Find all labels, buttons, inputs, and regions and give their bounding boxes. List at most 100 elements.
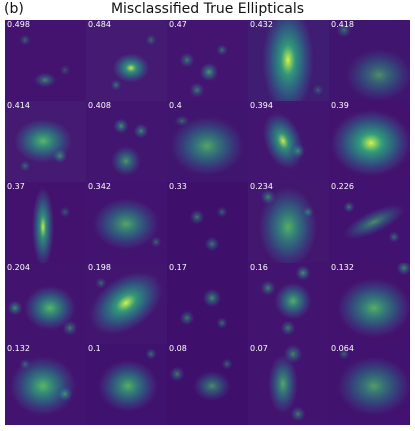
galaxy-image (256, 183, 320, 263)
galaxy-blob (7, 300, 23, 316)
galaxy-blob (145, 34, 157, 46)
galaxy-thumbnail: 0.39 (329, 101, 410, 182)
galaxy-image (329, 107, 410, 179)
score-label: 0.1 (88, 344, 101, 353)
score-label: 0.414 (7, 101, 30, 110)
galaxy-thumbnail: 0.414 (5, 101, 86, 182)
score-label: 0.234 (250, 182, 273, 191)
galaxy-thumbnail: 0.132 (5, 344, 86, 425)
galaxy-blob (388, 231, 400, 243)
galaxy-blob (343, 201, 355, 213)
galaxy-image (189, 206, 228, 252)
galaxy-image (340, 201, 408, 243)
galaxy-thumbnail: 0.08 (167, 344, 248, 425)
galaxy-image (336, 22, 410, 101)
galaxy-thumbnail: 0.226 (329, 182, 410, 263)
galaxy-image (167, 114, 247, 178)
galaxy-blob (174, 115, 190, 127)
galaxy-thumbnail: 0.204 (5, 263, 86, 344)
galaxy-image (7, 354, 79, 418)
galaxy-image (86, 268, 166, 338)
image-grid: 0.498 0.484 0.47 0.432 0.418 0.414 0.408 0.4 0.3… (5, 20, 410, 425)
galaxy-blob (192, 370, 232, 402)
galaxy-blob (52, 148, 68, 164)
galaxy-thumbnail: 0.198 (86, 263, 167, 344)
score-label: 0.47 (169, 20, 187, 29)
score-label: 0.37 (7, 182, 25, 191)
galaxy-blob (204, 236, 220, 252)
galaxy-thumbnail: 0.132 (329, 263, 410, 344)
galaxy-blob (96, 358, 160, 414)
galaxy-blob (295, 265, 311, 281)
score-label: 0.394 (250, 101, 273, 110)
score-label: 0.408 (88, 101, 111, 110)
galaxy-thumbnail: 0.47 (167, 20, 248, 101)
galaxy-blob (396, 263, 410, 276)
galaxy-image (110, 118, 149, 177)
score-label: 0.16 (250, 263, 268, 272)
galaxy-image (260, 20, 324, 101)
galaxy-blob (216, 44, 228, 56)
galaxy-image (110, 34, 157, 91)
galaxy-blob (179, 52, 195, 68)
galaxy-thumbnail: 0.408 (86, 101, 167, 182)
galaxy-blob (283, 344, 303, 364)
score-label: 0.418 (331, 20, 354, 29)
galaxy-image (334, 263, 410, 340)
galaxy-blob (267, 352, 299, 416)
score-label: 0.198 (88, 263, 111, 272)
galaxy-blob (290, 406, 306, 422)
score-label: 0.132 (7, 344, 30, 353)
galaxy-image (334, 348, 410, 418)
galaxy-blob (216, 317, 228, 329)
score-label: 0.33 (169, 182, 187, 191)
galaxy-blob (273, 281, 313, 321)
galaxy-blob (216, 206, 228, 218)
score-label: 0.064 (331, 344, 354, 353)
score-label: 0.4 (169, 101, 182, 110)
galaxy-blob (260, 20, 316, 101)
galaxy-blob (133, 123, 149, 139)
galaxy-thumbnail: 0.234 (248, 182, 329, 263)
galaxy-blob (338, 348, 350, 360)
galaxy-blob (90, 196, 162, 252)
galaxy-thumbnail: 0.07 (248, 344, 329, 425)
galaxy-blob (334, 354, 410, 418)
galaxy-blob (336, 22, 352, 38)
galaxy-blob (111, 52, 151, 84)
galaxy-image (169, 358, 233, 402)
score-label: 0.204 (7, 263, 30, 272)
galaxy-image (260, 265, 313, 336)
galaxy-blob (110, 145, 142, 177)
galaxy-blob (189, 82, 205, 98)
galaxy-blob (57, 386, 73, 402)
galaxy-blob (280, 320, 296, 336)
galaxy-blob (290, 143, 306, 159)
galaxy-blob (202, 288, 222, 308)
galaxy-blob (199, 62, 219, 82)
galaxy-blob (179, 310, 195, 326)
score-label: 0.07 (250, 344, 268, 353)
galaxy-thumbnail: 0.17 (167, 263, 248, 344)
galaxy-blob (167, 114, 247, 178)
score-label: 0.39 (331, 101, 349, 110)
score-label: 0.484 (88, 20, 111, 29)
score-label: 0.132 (331, 263, 354, 272)
galaxy-image (31, 183, 71, 263)
galaxy-blob (260, 280, 276, 296)
galaxy-blob (261, 110, 305, 172)
galaxy-blob (110, 79, 122, 91)
galaxy-thumbnail: 0.484 (86, 20, 167, 101)
galaxy-blob (113, 118, 129, 134)
galaxy-blob (19, 160, 31, 172)
galaxy-thumbnail: 0.064 (329, 344, 410, 425)
figure-title: Misclassified True Ellipticals (110, 1, 305, 17)
galaxy-blob (22, 284, 78, 332)
galaxy-blob (150, 236, 162, 248)
score-label: 0.08 (169, 344, 187, 353)
galaxy-image (19, 34, 71, 88)
galaxy-image (7, 284, 78, 336)
galaxy-blob (189, 209, 205, 225)
galaxy-image (11, 117, 75, 172)
galaxy-blob (7, 354, 79, 418)
